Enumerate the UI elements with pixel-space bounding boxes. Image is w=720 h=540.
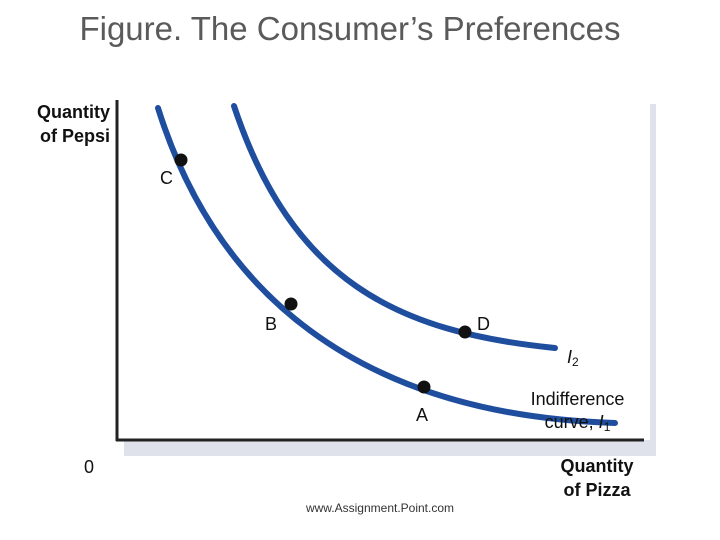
y-axis-label: Quantity of Pepsi [10,100,110,148]
indifference-curve-i1 [155,105,618,426]
curve-i1-line2: curve, I1 [515,411,640,439]
point-a-marker [417,380,431,394]
plot-area [118,98,650,440]
x-axis-label-line2: of Pizza [563,480,631,500]
curve-i1-label: Indifference curve, I1 [515,388,640,439]
x-axis-label: Quantity of Pizza [537,454,657,502]
curve-i1-prefix: curve, [544,412,594,432]
point-c-label: C [160,168,173,188]
footer-watermark: www.Assignment.Point.com [305,501,455,515]
curve-i1-symbol: I [598,412,604,432]
point-d-marker [458,325,472,339]
curve-i1-subscript: 1 [603,420,611,434]
y-axis-label-line1: Quantity [36,102,110,122]
y-axis-label-line2: of Pepsi [39,126,110,146]
x-axis-label-line1: Quantity [560,456,634,476]
curve-i2-label: I2 [567,346,579,374]
point-d-label: D [477,314,490,334]
curve-i1-line1: Indifference [530,389,625,409]
origin-label: 0 [84,457,95,477]
curve-i2-subscript: 2 [572,355,579,369]
figure-title: Figure. The Consumer’s Preferences [79,10,621,47]
point-b-marker [284,297,298,311]
curve-i2-symbol: I [567,347,573,367]
point-a-label: A [416,405,429,425]
point-c-marker [174,153,188,167]
point-b-label: B [265,314,278,334]
indifference-curve-i2 [231,103,558,351]
